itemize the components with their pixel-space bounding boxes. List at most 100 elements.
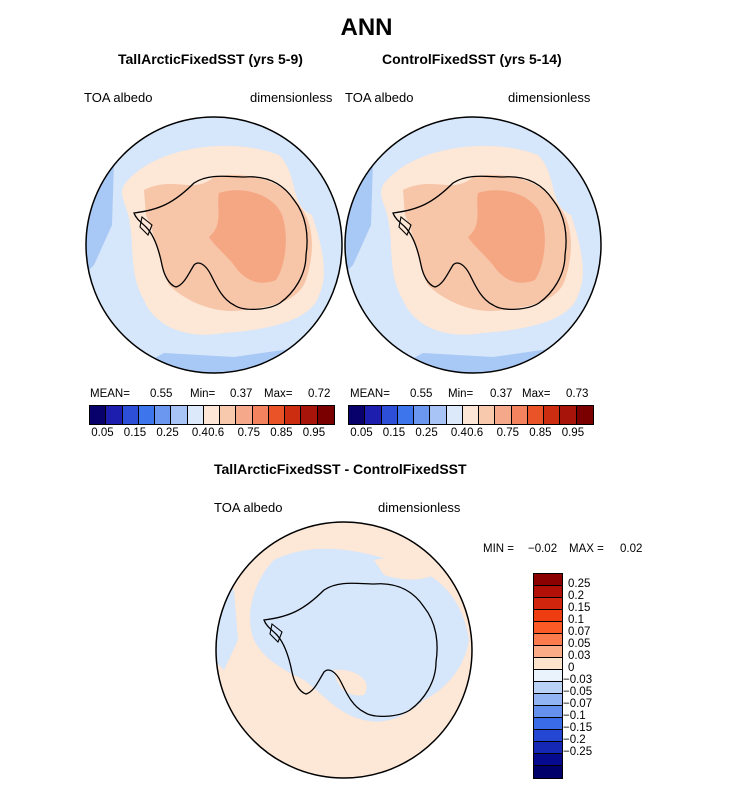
colorbar-swatch xyxy=(414,406,431,424)
colorbar-swatch xyxy=(381,406,398,424)
colorbar-tick-label: 0.1 xyxy=(568,614,584,626)
colorbar-swatch xyxy=(534,574,562,586)
colorbar-tick-label: −0.1 xyxy=(563,710,586,722)
panel-1-min-label: Min= xyxy=(190,388,216,400)
colorbar-tick-label: 0.25 xyxy=(568,578,591,590)
colorbar-tick-label: 0.15 xyxy=(123,427,147,439)
peninsula-islands xyxy=(269,623,283,643)
colorbar-tick-label: −0.15 xyxy=(563,722,593,734)
colorbar-swatch xyxy=(534,598,562,610)
colorbar-swatch xyxy=(220,406,237,424)
colorbar-tick-label: 0.95 xyxy=(302,427,326,439)
colorbar-swatch xyxy=(90,406,107,424)
panel-3-map xyxy=(215,521,473,779)
peninsula-islands xyxy=(139,216,153,236)
map-border xyxy=(85,116,343,374)
colorbar-tick-label: 0.2 xyxy=(568,590,584,602)
colorbar-tick-label: −0.2 xyxy=(563,734,586,746)
colorbar-tick-label: −0.25 xyxy=(563,746,593,758)
colorbar-swatch xyxy=(576,406,593,424)
colorbar-swatch xyxy=(397,406,415,424)
colorbar-swatch xyxy=(285,406,302,424)
panel-2-colorbar xyxy=(348,405,594,425)
map-border xyxy=(344,116,602,374)
panel-2-variable: TOA albedo xyxy=(345,90,414,105)
colorbar-tick-label: 0.15 xyxy=(568,602,591,614)
panel-1-variable: TOA albedo xyxy=(84,90,153,105)
colorbar-tick-label: 0.95 xyxy=(561,427,585,439)
colorbar-swatch xyxy=(252,406,269,424)
panel-1-title: TallArcticFixedSST (yrs 5-9) xyxy=(118,51,303,67)
colorbar-tick-label: 0.05 xyxy=(350,427,373,439)
colorbar-swatch xyxy=(534,730,562,742)
panel-2-map xyxy=(344,116,602,374)
colorbar-swatch xyxy=(301,406,318,424)
panel-1-colorbar xyxy=(89,405,335,425)
colorbar-tick-label: 0.85 xyxy=(270,427,293,439)
panel-1-map xyxy=(85,116,343,374)
colorbar-tick-label: 0.25 xyxy=(156,427,179,439)
colorbar-swatch xyxy=(544,406,561,424)
colorbar-swatch xyxy=(122,406,139,424)
colorbar-tick-label: −0.05 xyxy=(563,686,593,698)
colorbar-tick-label: 0.75 xyxy=(496,427,520,439)
panel-2-title: ControlFixedSST (yrs 5-14) xyxy=(382,51,562,67)
colorbar-swatch xyxy=(430,406,447,424)
peninsula-islands xyxy=(398,216,412,236)
east-antarctica-high-albedo xyxy=(468,190,545,283)
colorbar-tick-label: 0.05 xyxy=(91,427,114,439)
positive-difference-patch xyxy=(334,669,367,696)
panel-2-max-value: 0.73 xyxy=(566,388,589,400)
colorbar-swatch xyxy=(534,634,562,646)
colorbar-tick-label: 0.85 xyxy=(529,427,552,439)
colorbar-swatch xyxy=(462,406,480,424)
colorbar-swatch xyxy=(495,406,512,424)
colorbar-tick-label: 0 xyxy=(568,662,575,674)
colorbar-swatch xyxy=(534,682,562,694)
colorbar-tick-label: 0.4 xyxy=(191,427,208,439)
panel-2-min-label: Min= xyxy=(448,388,474,400)
panel-2-min-value: 0.37 xyxy=(490,388,513,400)
colorbar-tick-label: 0.4 xyxy=(450,427,467,439)
colorbar-tick-label: −0.03 xyxy=(563,674,593,686)
colorbar-swatch xyxy=(171,406,188,424)
colorbar-tick-label: 0.15 xyxy=(382,427,406,439)
colorbar-swatch xyxy=(527,406,545,424)
panel-2-units: dimensionless xyxy=(508,90,591,105)
colorbar-tick-label: 0.03 xyxy=(568,650,591,662)
colorbar-swatch xyxy=(534,754,562,766)
colorbar-tick-label: 0.6 xyxy=(467,427,484,439)
colorbar-swatch xyxy=(349,406,366,424)
colorbar-swatch xyxy=(534,706,562,718)
panel-3-title: TallArcticFixedSST - ControlFixedSST xyxy=(214,461,467,477)
colorbar-swatch xyxy=(479,406,496,424)
panel-3-variable: TOA albedo xyxy=(214,500,283,515)
panel-2-mean-label: MEAN= xyxy=(350,388,390,400)
panel-2-mean-value: 0.55 xyxy=(410,388,433,400)
panel-3-colorbar xyxy=(533,573,563,779)
colorbar-swatch xyxy=(534,586,562,598)
panel-3-max-value: 0.02 xyxy=(620,543,643,555)
panel-3-min-label: MIN = xyxy=(483,543,514,555)
panel-1-max-label: Max= xyxy=(264,388,293,400)
colorbar-swatch xyxy=(268,406,286,424)
colorbar-tick-label: 0.05 xyxy=(568,638,591,650)
antarctica-coastline xyxy=(133,175,308,310)
colorbar-tick-label: 0.07 xyxy=(568,626,591,638)
colorbar-swatch xyxy=(106,406,123,424)
colorbar-swatch xyxy=(560,406,577,424)
colorbar-swatch xyxy=(534,742,562,754)
panel-1-max-value: 0.72 xyxy=(308,388,331,400)
panel-1-units: dimensionless xyxy=(250,90,333,105)
figure-title: ANN xyxy=(340,14,393,41)
colorbar-swatch xyxy=(534,646,562,658)
colorbar-tick-label: 0.6 xyxy=(208,427,225,439)
colorbar-swatch xyxy=(203,406,221,424)
negative-difference-region xyxy=(250,548,469,722)
colorbar-swatch xyxy=(534,694,562,706)
panel-3-max-label: MAX = xyxy=(569,543,604,555)
colorbar-swatch xyxy=(317,406,334,424)
colorbar-swatch xyxy=(534,670,562,682)
colorbar-tick-label: −0.07 xyxy=(563,698,593,710)
colorbar-swatch xyxy=(534,610,562,622)
